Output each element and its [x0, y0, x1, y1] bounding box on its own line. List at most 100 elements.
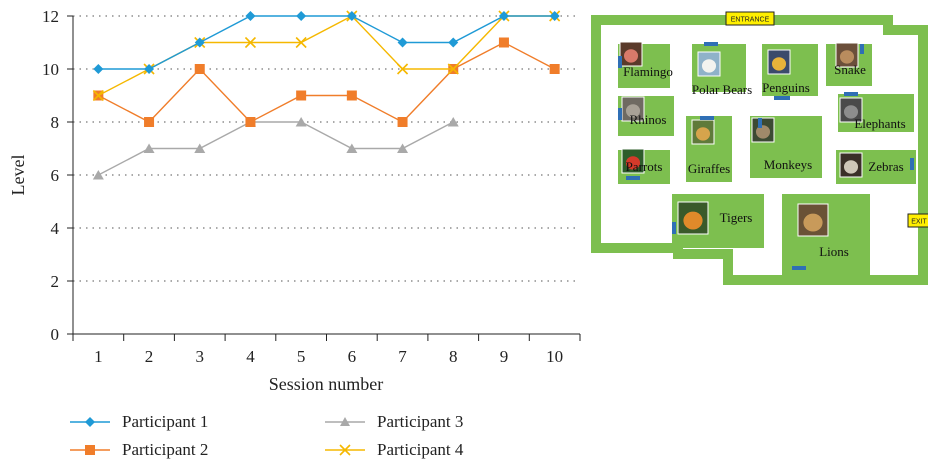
legend-item-participant-3: Participant 3 — [325, 412, 463, 432]
monkey-photo-subject — [755, 125, 771, 139]
enclosure-door — [844, 92, 858, 96]
rhino-photo-subject — [625, 104, 641, 118]
enclosure-label: Tigers — [720, 210, 753, 225]
enclosure-label: Flamingo — [623, 64, 673, 79]
enclosure-label: Snake — [834, 62, 866, 77]
enclosure-label: Polar Bears — [692, 82, 752, 97]
data-point — [194, 37, 205, 48]
y-tick-label: 10 — [42, 60, 59, 79]
data-point — [448, 37, 459, 48]
enclosure-lion: Lions — [782, 194, 870, 276]
data-point — [396, 63, 409, 75]
enclosure-label: Penguins — [762, 80, 810, 95]
flamingo-photo-subject — [623, 49, 639, 63]
giraffe-photo-subject — [695, 127, 711, 141]
zebra-photo-subject — [843, 160, 859, 174]
series-participant-4 — [92, 10, 561, 102]
legend-item-participant-2: Participant 2 — [70, 440, 208, 460]
y-tick-label: 12 — [42, 7, 59, 26]
data-point — [295, 117, 307, 127]
enclosure-label: Lions — [819, 244, 849, 259]
y-tick-label: 6 — [51, 166, 60, 185]
enclosure-monkey: Monkeys — [750, 116, 822, 178]
y-tick-label: 2 — [51, 272, 60, 291]
data-point — [447, 117, 459, 127]
polar-bear-photo-subject — [701, 59, 717, 73]
series-layer — [92, 10, 561, 180]
zoo-path-outline — [591, 15, 928, 285]
x-tick-label: 3 — [196, 347, 205, 366]
enclosure-elephant: Elephants — [838, 92, 914, 132]
y-axis-title: Level — [8, 155, 28, 196]
x-tick-label: 9 — [500, 347, 509, 366]
enclosure-door — [910, 158, 914, 170]
enclosure-label: Monkeys — [764, 157, 812, 172]
data-point — [245, 117, 256, 127]
enclosure-door — [626, 176, 640, 180]
enclosure-door — [672, 222, 676, 234]
enclosure-door — [618, 56, 622, 68]
enclosure-door — [704, 42, 718, 46]
tiger-photo-subject — [683, 211, 703, 230]
series-line — [98, 121, 454, 176]
enclosure-label: Zebras — [868, 159, 903, 174]
x-tick-label: 7 — [398, 347, 407, 366]
enclosure-label: Giraffes — [688, 161, 730, 176]
data-point — [346, 90, 357, 101]
x-tick-label: 10 — [546, 347, 563, 366]
parrot-photo-subject — [625, 156, 641, 170]
enclosure-rhino: Rhinos — [618, 96, 674, 136]
enclosure-penguin: Penguins — [762, 44, 818, 100]
enclosure-label: Elephants — [854, 116, 905, 131]
enclosure-label: Parrots — [626, 159, 663, 174]
y-tick-label: 8 — [51, 113, 60, 132]
data-point — [296, 90, 307, 101]
data-point — [296, 11, 307, 21]
series-line — [98, 41, 555, 123]
enclosure-door — [700, 116, 714, 120]
enclosure-parrot: Parrots — [618, 148, 670, 184]
data-point — [397, 37, 408, 48]
data-point — [397, 117, 408, 127]
data-point — [549, 64, 560, 74]
snake-photo-subject — [839, 50, 855, 64]
data-point — [92, 89, 104, 102]
data-point — [498, 11, 509, 21]
enclosure-giraffe: Giraffes — [686, 116, 732, 182]
data-point — [144, 64, 155, 74]
x-tick-label: 4 — [246, 347, 255, 366]
enclosure-tiger: Tigers — [672, 194, 764, 248]
legend-swatch-participant-1 — [70, 417, 110, 427]
enclosure-door — [618, 108, 622, 120]
legend-label-participant-2: Participant 2 — [122, 440, 209, 459]
elephant-photo-subject — [843, 105, 859, 119]
legend-swatch-participant-2 — [70, 445, 110, 455]
data-point — [346, 143, 358, 153]
series-participant-2 — [93, 37, 560, 127]
enclosure-label: Rhinos — [630, 112, 667, 127]
data-point — [194, 64, 205, 74]
data-point — [295, 36, 307, 49]
exit-sign — [907, 213, 928, 228]
entrance-label: ENTRANCE — [731, 17, 770, 24]
data-point — [92, 170, 104, 180]
enclosures: Flamingo Polar Bears Penguins Snake Rhinos El… — [618, 41, 916, 276]
data-point — [447, 63, 459, 75]
series-participant-1 — [93, 11, 560, 74]
enclosure-door — [860, 44, 864, 54]
enclosure-zebra: Zebras — [836, 150, 916, 184]
series-line — [98, 15, 555, 70]
data-point — [245, 11, 256, 21]
y-tick-label: 4 — [51, 219, 60, 238]
data-point — [346, 11, 357, 21]
enclosure-door — [758, 118, 762, 128]
exit-label: EXIT — [911, 219, 927, 226]
enclosure-door — [792, 266, 806, 270]
data-point — [194, 143, 206, 153]
entrance-sign — [725, 11, 775, 26]
enclosure-snake: Snake — [826, 42, 872, 86]
data-point — [93, 64, 104, 74]
legend-swatch-participant-3 — [325, 417, 365, 426]
